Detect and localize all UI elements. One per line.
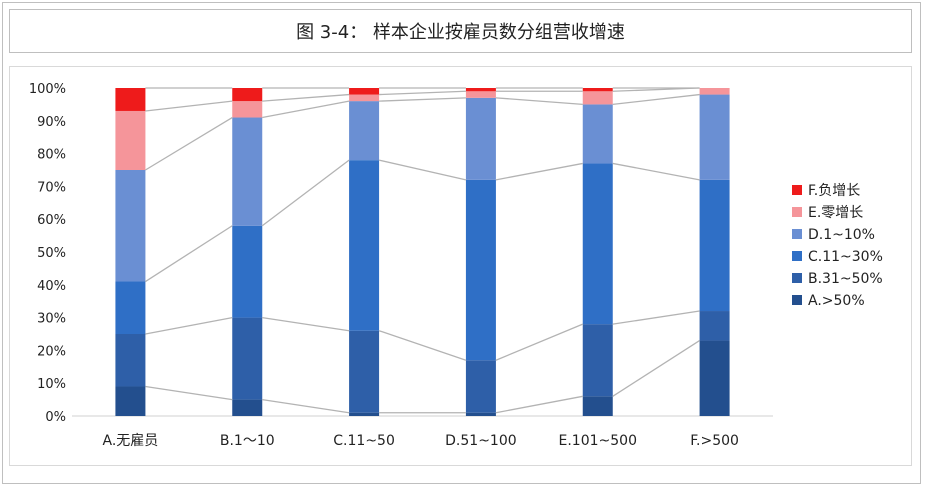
series-connector-line <box>379 97 466 102</box>
legend-swatch <box>792 251 802 261</box>
legend-label: A.>50% <box>808 293 865 309</box>
bar-segment <box>349 330 380 413</box>
bar-segment <box>699 88 730 95</box>
bar-segment <box>232 88 263 102</box>
bar-segment <box>582 396 613 416</box>
chart-title: 图 3-4： 样本企业按雇员数分组营收增速 <box>9 9 912 53</box>
bar-segment <box>349 94 380 102</box>
bar-segment <box>232 225 263 318</box>
bar-segment <box>115 170 146 282</box>
bar-segment <box>465 360 496 413</box>
legend-swatch <box>792 273 802 283</box>
legend-label: D.1~10% <box>808 227 875 243</box>
series-connector-line <box>145 316 233 335</box>
y-tick-label: 90% <box>37 115 66 130</box>
bar-segment <box>582 88 613 92</box>
y-tick-label: 60% <box>37 213 66 228</box>
legend-label: B.31~50% <box>808 271 883 287</box>
bar-segment <box>349 88 380 95</box>
bar-segment <box>115 334 146 387</box>
series-connector-line <box>378 159 467 181</box>
x-category-label: C.11~50 <box>333 433 395 449</box>
legend-swatch <box>792 207 802 217</box>
series-connector-line <box>145 100 233 112</box>
y-tick-label: 100% <box>29 82 66 97</box>
bar-segment <box>699 340 730 416</box>
bar-segment <box>465 88 496 92</box>
bar-segment <box>699 94 730 180</box>
legend-swatch <box>792 185 802 195</box>
bar-segment <box>349 160 380 331</box>
bar-segment <box>115 110 146 170</box>
series-connector-line <box>261 159 350 227</box>
series-connector-line <box>262 316 350 332</box>
series-connector-line <box>495 395 583 414</box>
y-tick-label: 20% <box>37 344 66 359</box>
series-connector-line <box>379 90 466 96</box>
bar-segment <box>115 281 146 334</box>
bar-segment <box>232 317 263 400</box>
bar-segment <box>115 88 146 111</box>
bar-segment <box>349 101 380 161</box>
series-connector-line <box>145 116 233 171</box>
series-connector-line <box>262 93 350 102</box>
chart-area <box>9 66 912 466</box>
y-tick-label: 40% <box>37 279 66 294</box>
series-connector-line <box>262 100 350 119</box>
series-connector-line <box>495 162 583 181</box>
x-category-label: A.无雇员 <box>103 432 159 449</box>
y-tick-label: 10% <box>37 377 66 392</box>
x-category-label: E.101~500 <box>559 433 637 449</box>
y-tick-label: 50% <box>37 246 66 261</box>
figure-frame <box>2 2 921 484</box>
series-connector-line <box>612 340 700 397</box>
bar-segment <box>349 412 380 416</box>
legend-label: E.零增长 <box>808 205 863 221</box>
bar-segment <box>699 311 730 341</box>
bar-segment <box>582 324 613 397</box>
series-connector-line <box>612 93 700 106</box>
bar-segment <box>465 179 496 361</box>
series-connector-line <box>262 398 350 414</box>
y-tick-label: 70% <box>37 180 66 195</box>
bar-segment <box>582 91 613 105</box>
bar-segment <box>232 399 263 416</box>
x-category-label: F.>500 <box>690 433 739 449</box>
y-tick-label: 80% <box>37 148 66 163</box>
x-category-label: B.1～10 <box>220 433 275 449</box>
series-connector-line <box>145 225 233 283</box>
legend-label: C.11~30% <box>808 249 883 265</box>
bar-segment <box>465 97 496 180</box>
series-connector-line <box>145 385 233 401</box>
series-connector-line <box>378 330 467 361</box>
legend-label: F.负增长 <box>808 183 860 199</box>
bar-segment <box>582 104 613 164</box>
series-connector-line <box>495 323 583 361</box>
bar-segment <box>699 179 730 312</box>
y-tick-label: 30% <box>37 312 66 327</box>
legend-swatch <box>792 295 802 305</box>
bar-segment <box>232 117 263 226</box>
bar-segment <box>582 163 613 325</box>
x-category-label: D.51~100 <box>445 433 517 449</box>
bar-segment <box>465 91 496 98</box>
legend-swatch <box>792 229 802 239</box>
bar-segment <box>465 412 496 416</box>
bar-segment <box>115 386 146 416</box>
series-connector-line <box>612 310 700 325</box>
y-tick-label: 0% <box>45 410 66 425</box>
series-connector-line <box>612 162 700 181</box>
series-connector-line <box>495 97 583 106</box>
bar-segment <box>232 101 263 118</box>
